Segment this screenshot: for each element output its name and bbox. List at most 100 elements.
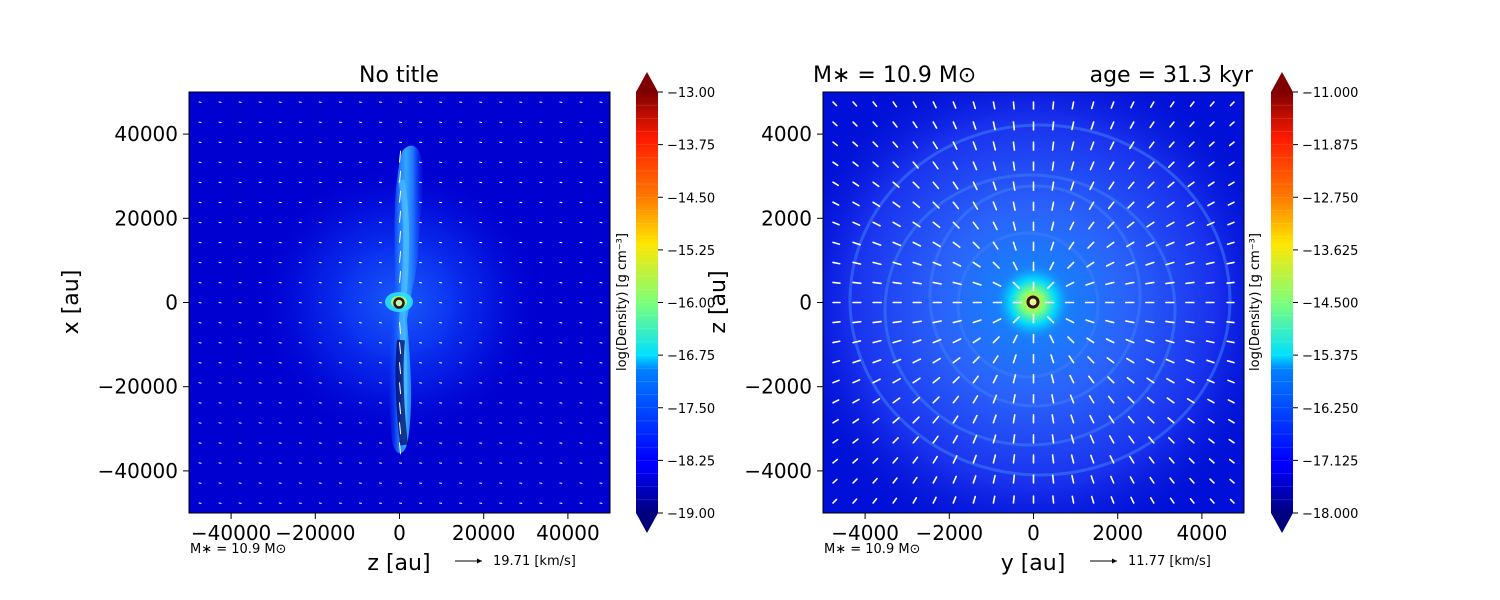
right-velocity-arrow (1147, 181, 1155, 189)
right-velocity-arrow (852, 418, 860, 424)
right-y-tick-label: −4000 (744, 459, 812, 483)
left-x-tick-label: −20000 (275, 521, 355, 545)
right-velocity-arrow (892, 457, 899, 464)
right-x-tick-label: −2000 (915, 521, 983, 545)
right-velocity-arrow (1165, 281, 1175, 285)
right-velocity-arrow (932, 357, 941, 364)
left-velocity-arrow (399, 270, 402, 283)
right-velocity-arrow (1206, 379, 1215, 384)
right-velocity-arrow (1127, 415, 1135, 424)
right-velocity-arrow (1051, 414, 1055, 424)
right-velocity-arrow (992, 495, 996, 504)
left-colorbar-extend-max (636, 72, 658, 92)
right-velocity-key: 11.77 [km/s] (1090, 554, 1211, 569)
right-velocity-arrow (952, 435, 959, 444)
right-velocity-arrow (972, 121, 977, 130)
right-velocity-arrow (872, 241, 882, 246)
right-velocity-arrow (1051, 434, 1055, 444)
left-x-tick-label: 40000 (536, 521, 600, 545)
right-velocity-arrow (1050, 221, 1055, 231)
right-velocity-arrow (1227, 201, 1235, 206)
right-velocity-arrow (1089, 434, 1095, 444)
right-velocity-arrow (1228, 418, 1235, 424)
left-velocity-arrow (399, 402, 402, 415)
left-x-axis-label: z [au] (367, 551, 430, 576)
right-velocity-arrow (1126, 241, 1135, 248)
right-velocity-arrow (1106, 241, 1115, 248)
right-velocity-arrow (1146, 201, 1155, 209)
right-velocity-arrow (1169, 101, 1175, 108)
right-velocity-arrow (1068, 355, 1075, 364)
right-velocity-arrow (1069, 221, 1075, 231)
right-velocity-arrow (912, 416, 920, 424)
right-velocity-arrow (1126, 357, 1135, 364)
right-velocity-arrow (912, 241, 922, 247)
right-velocity-arrow (1106, 357, 1115, 364)
right-velocity-arrow (1108, 161, 1115, 170)
right-velocity-arrow (972, 356, 980, 364)
right-velocity-arrow (1108, 435, 1115, 444)
right-velocity-arrow (1227, 221, 1235, 226)
right-velocity-arrow (992, 281, 1002, 287)
right-velocity-arrow (952, 319, 962, 324)
right-velocity-arrow (832, 379, 840, 384)
right-velocity-arrow (1146, 221, 1155, 228)
right-velocity-arrow (912, 161, 919, 169)
right-velocity-arrow (1208, 438, 1215, 444)
right-velocity-arrow (1186, 378, 1195, 384)
right-velocity-arrow (1127, 201, 1135, 209)
right-velocity-arrow (1167, 181, 1175, 188)
right-velocity-arrow (1229, 498, 1235, 504)
right-velocity-arrow (972, 141, 977, 151)
right-velocity-arrow (1145, 241, 1155, 247)
right-velocity-arrow (932, 376, 941, 384)
right-velocity-arrow (832, 340, 841, 344)
right-velocity-arrow (1130, 101, 1135, 109)
right-colorbar-tick-label: −14.500 (1302, 297, 1358, 312)
left-colorbar-levels (636, 104, 658, 501)
right-velocity-arrow (992, 454, 997, 464)
right-velocity-arrow (1050, 354, 1055, 364)
left-colorbar-tick-label: −15.25 (667, 244, 715, 259)
right-velocity-arrow (1229, 121, 1235, 127)
right-velocity-arrow (1087, 356, 1095, 364)
right-velocity-arrow (1228, 438, 1235, 444)
right-velocity-arrow (912, 456, 919, 464)
right-velocity-arrow (1125, 320, 1135, 324)
right-velocity-arrow (912, 181, 920, 189)
right-velocity-arrow (1051, 181, 1055, 191)
left-velocity-arrow (399, 322, 402, 335)
right-velocity-arrow (892, 339, 902, 344)
right-velocity-arrow (1052, 101, 1055, 110)
left-x-tick-label: 20000 (452, 521, 516, 545)
right-velocity-arrow (1189, 121, 1195, 128)
right-velocity-arrow (1147, 416, 1155, 424)
right-velocity-arrow (992, 261, 1000, 269)
right-velocity-arrow (972, 375, 979, 384)
right-velocity-arrow (1129, 476, 1135, 484)
right-velocity-arrow (852, 458, 859, 464)
right-velocity-arrow (1090, 121, 1095, 130)
right-velocity-arrow (892, 241, 902, 247)
right-velocity-arrow (1149, 497, 1155, 504)
right-velocity-arrow (952, 121, 957, 130)
right-velocity-arrow (932, 320, 942, 324)
right-velocity-arrow (872, 437, 879, 444)
right-velocity-arrow (1051, 141, 1055, 151)
right-velocity-arrow (952, 221, 960, 229)
right-velocity-arrow (872, 161, 879, 168)
right-velocity-arrow (1205, 281, 1215, 285)
right-velocity-arrow (832, 418, 839, 424)
right-velocity-arrow (932, 161, 939, 170)
right-velocity-arrow (892, 201, 901, 208)
right-velocity-arrow (1129, 141, 1135, 150)
right-velocity-arrow (892, 497, 898, 504)
left-y-axis-label: x [au] (59, 270, 84, 335)
right-velocity-field (832, 101, 1235, 504)
right-colorbar-tick-label: −18.000 (1302, 507, 1358, 522)
right-velocity-arrow (1209, 478, 1215, 484)
right-colorbar-tick-label: −11.000 (1302, 86, 1358, 101)
right-colorbar: −11.000 −11.875 −12.750 −13.625 −14.500 −15.3… (1248, 72, 1358, 533)
right-velocity-arrow (1209, 121, 1215, 127)
right-velocity-arrow (1227, 379, 1235, 384)
